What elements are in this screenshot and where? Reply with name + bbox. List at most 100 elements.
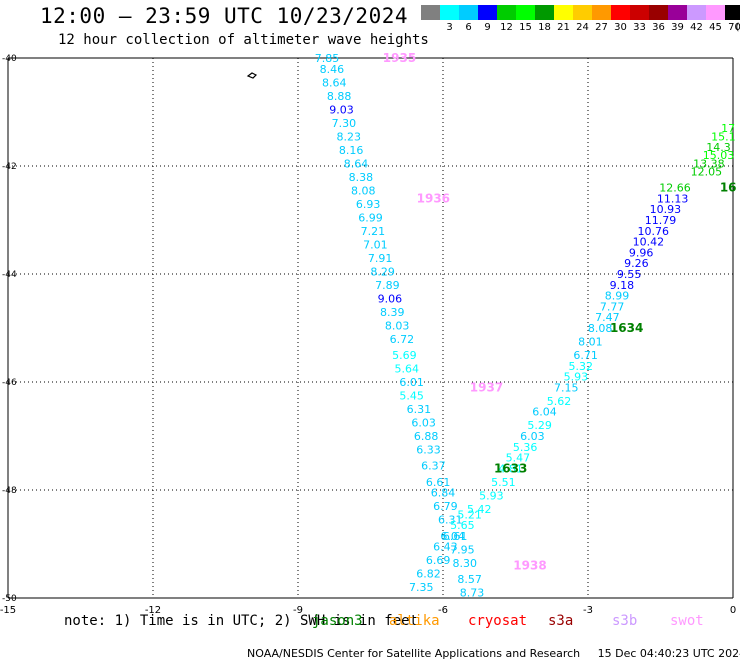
legend-swatch xyxy=(630,5,649,20)
footer-timestamp: 15 Dec 04:40:23 UTC 2024 xyxy=(597,647,740,660)
swh-value-label: 11.79 xyxy=(645,214,677,227)
swh-value-label: 6.61 xyxy=(443,530,468,543)
chart-title: 12:00 – 23:59 UTC 10/23/2024 xyxy=(40,4,409,28)
pass-time-label: 1936 xyxy=(417,191,450,205)
swh-value-label: 5.62 xyxy=(547,395,572,408)
legend-swatch xyxy=(573,5,592,20)
swh-value-label: 5.42 xyxy=(467,503,492,516)
swh-value-label: 7.47 xyxy=(595,311,620,324)
swh-value-label: 8.16 xyxy=(339,144,364,157)
swh-value-label: 6.79 xyxy=(433,500,458,513)
x-tick-label: -6 xyxy=(438,605,448,616)
swh-value-label: 17 xyxy=(721,122,735,135)
y-tick-label: -40 xyxy=(2,54,17,64)
swh-value-label: 8.99 xyxy=(605,290,630,303)
swh-value-label: 6.88 xyxy=(414,430,439,443)
swh-value-label: 6.72 xyxy=(390,333,415,346)
swh-value-label: 8.64 xyxy=(344,157,369,170)
swh-value-label: 9.03 xyxy=(329,103,354,116)
swh-value-label: 15.03 xyxy=(703,149,735,162)
legend-swatch xyxy=(649,5,668,20)
legend-label: 3 xyxy=(446,22,453,33)
swh-value-label: 6.61 xyxy=(426,476,451,489)
swh-value-label: 5.65 xyxy=(450,519,475,532)
legend-label: 36 xyxy=(652,22,665,33)
swh-value-label: 8.08 xyxy=(351,184,376,197)
swh-value-label: 6.99 xyxy=(358,211,383,224)
legend-swatch xyxy=(706,5,725,20)
legend-swatch xyxy=(421,5,440,20)
swh-value-label: 13.38 xyxy=(693,157,725,170)
swh-value-label: 8.57 xyxy=(457,573,482,586)
swh-value-label: 5.45 xyxy=(399,390,424,403)
swh-value-label: 7.95 xyxy=(450,543,475,556)
footer-credit: NOAA/NESDIS Center for Satellite Applica… xyxy=(247,647,581,660)
swh-value-label: 8.03 xyxy=(385,319,410,332)
x-tick-label: -3 xyxy=(583,605,593,616)
legend-swatch xyxy=(668,5,687,20)
swh-value-label: 6.82 xyxy=(416,568,441,581)
swh-value-label: 7.89 xyxy=(375,279,400,292)
swh-value-label: 8.29 xyxy=(370,265,395,278)
note-text: note: 1) Time is in UTC; 2) SWH is in fe… xyxy=(64,613,419,629)
swh-value-label: 5.32 xyxy=(569,360,594,373)
swh-value-label: 8.08 xyxy=(588,322,613,335)
pass-time-label: 16 xyxy=(720,181,737,195)
swh-value-label: 14.3 xyxy=(706,141,731,154)
x-tick-label: -15 xyxy=(0,605,16,616)
y-tick-label: -46 xyxy=(2,378,17,388)
legend-label: 6 xyxy=(465,22,472,33)
swh-value-label: 6.04 xyxy=(532,406,557,419)
swh-value-label: 4.81 xyxy=(498,462,523,475)
swh-value-label: 5.29 xyxy=(527,419,552,432)
swh-value-label: 6.03 xyxy=(520,430,545,443)
satellite-label: jason3 xyxy=(312,613,363,629)
swh-value-label: 8.01 xyxy=(578,336,603,349)
legend-swatch xyxy=(592,5,611,20)
swh-value-label: 8.23 xyxy=(337,130,362,143)
x-tick-label: -12 xyxy=(145,605,161,616)
legend-label: 42 xyxy=(690,22,703,33)
legend-unit: (ft) xyxy=(735,22,740,33)
swh-value-label: 6.84 xyxy=(431,487,456,500)
swh-value-label: 5.93 xyxy=(479,489,504,502)
legend-label: 15 xyxy=(519,22,532,33)
swh-value-label: 8.88 xyxy=(327,90,352,103)
pass-time-label: 1633 xyxy=(494,461,527,475)
legend-label: 39 xyxy=(671,22,684,33)
swh-value-label: 7.21 xyxy=(361,225,386,238)
y-tick-label: -42 xyxy=(2,162,17,172)
legend-label: 21 xyxy=(557,22,570,33)
swh-value-label: 12.05 xyxy=(691,165,723,178)
swh-value-label: 7.35 xyxy=(409,581,434,594)
satellite-label: s3b xyxy=(612,613,638,629)
swh-value-label: 6.33 xyxy=(416,444,441,457)
swh-value-label: 9.18 xyxy=(610,279,635,292)
swh-value-label: 10.76 xyxy=(638,225,670,238)
legend-swatch xyxy=(459,5,478,20)
legend-swatch xyxy=(725,5,740,20)
swh-value-label: 8.64 xyxy=(322,76,347,89)
legend-label: 27 xyxy=(595,22,608,33)
swh-value-label: 6.43 xyxy=(433,541,458,554)
swh-value-label: 5.21 xyxy=(457,508,482,521)
swh-value-label: 6.31 xyxy=(438,514,463,527)
legend-label: 18 xyxy=(538,22,551,33)
swh-value-label: 11.13 xyxy=(657,192,689,205)
legend-label: 33 xyxy=(633,22,646,33)
satellite-label: s3a xyxy=(548,613,574,629)
legend-swatch xyxy=(687,5,706,20)
swh-value-label: 7.15 xyxy=(554,381,579,394)
legend-swatch xyxy=(440,5,459,20)
legend-swatch xyxy=(497,5,516,20)
y-tick-label: -48 xyxy=(2,486,17,496)
satellite-label: cryosat xyxy=(468,613,528,629)
island-layer xyxy=(246,72,258,79)
legend-label: 12 xyxy=(500,22,513,33)
swh-value-label: 9.06 xyxy=(378,292,403,305)
swh-value-label: 7.30 xyxy=(332,117,357,130)
data-points-layer: 7.858.468.648.889.037.308.238.168.648.38… xyxy=(315,52,736,600)
legend-label: 70 xyxy=(728,22,740,33)
x-tick-label: -9 xyxy=(293,605,303,616)
